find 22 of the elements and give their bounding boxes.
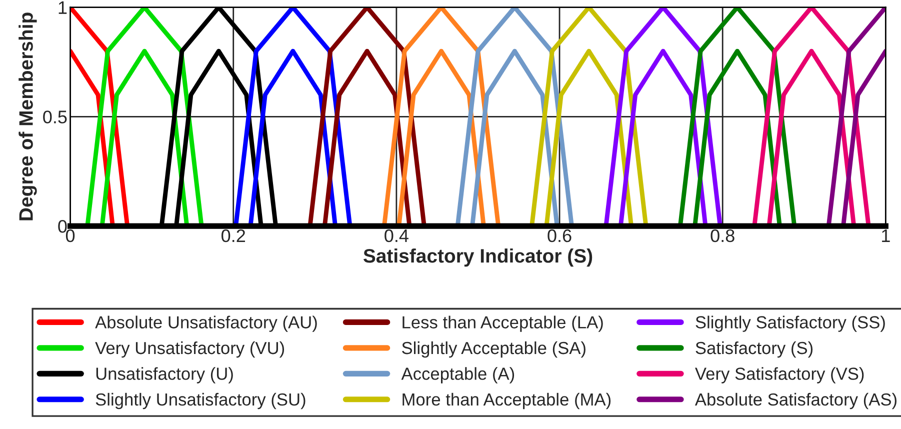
x-tick-label: 0.8 <box>710 229 734 242</box>
legend-label: More than Acceptable (MA) <box>402 392 611 410</box>
x-tick-label: 0.6 <box>548 229 572 242</box>
legend-label: Slightly Unsatisfactory (SU) <box>96 392 306 410</box>
legend-label: Acceptable (A) <box>401 367 514 384</box>
legend-label: Very Unsatisfactory (VU) <box>95 341 284 358</box>
legend-label: Very Satisfactory (VS) <box>695 367 864 384</box>
y-tick-label: 0.5 <box>43 110 67 124</box>
legend-label: Slightly Satisfactory (SS) <box>696 316 885 332</box>
legend-label: Satisfactory (S) <box>696 341 813 358</box>
legend-label: Less than Acceptable (LA) <box>402 316 603 332</box>
y-tick-label: 0 <box>58 220 67 233</box>
x-tick-label: 0.4 <box>384 229 408 242</box>
legend-label: Unsatisfactory (U) <box>96 367 233 384</box>
legend-label: Absolute Satisfactory (AS) <box>694 392 896 410</box>
x-tick-label: 1 <box>882 230 890 242</box>
y-axis-title: Degree of Membership <box>18 12 37 220</box>
legend-label: Slightly Acceptable (SA) <box>402 341 586 358</box>
legend-label: Absolute Unsatisfactory (AU) <box>95 316 317 332</box>
x-axis-title: Satisfactory Indicator (S) <box>363 248 592 267</box>
y-tick-label: 1 <box>58 1 67 14</box>
x-tick-label: 0.2 <box>222 229 246 242</box>
